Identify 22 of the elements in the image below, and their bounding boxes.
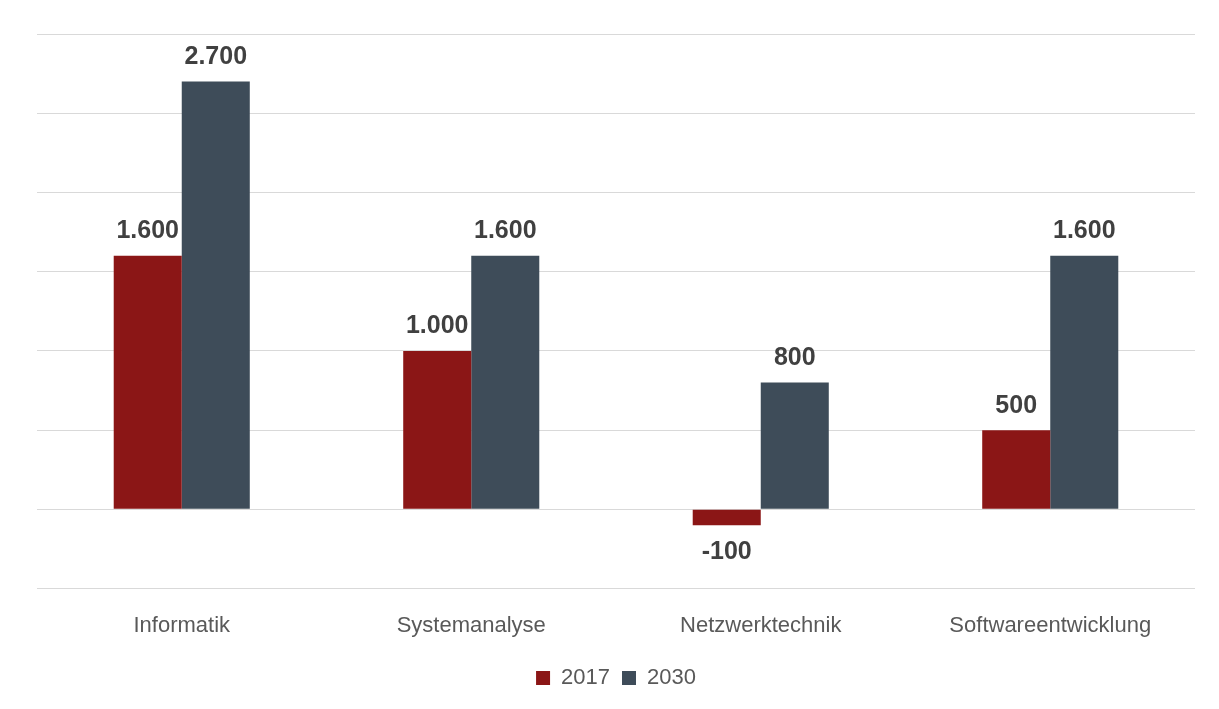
- legend-label: 2030: [647, 664, 696, 690]
- bar: [1050, 255, 1119, 509]
- x-tick-label: Softwareentwicklung: [949, 611, 1152, 637]
- data-label: 1.000: [405, 310, 469, 339]
- bar: [760, 382, 829, 509]
- bar: [692, 509, 761, 526]
- data-label: 1.600: [473, 215, 537, 244]
- bar: [982, 430, 1051, 509]
- data-label: 800: [773, 342, 816, 370]
- bar: [471, 255, 540, 509]
- data-label: 1.600: [116, 215, 180, 244]
- data-label: 2.700: [184, 40, 248, 69]
- legend-label: 2017: [561, 664, 611, 690]
- bar: [403, 350, 472, 509]
- x-tick-label: Netzwerktechnik: [680, 611, 843, 637]
- data-label: 500: [995, 389, 1038, 418]
- x-tick-label: Informatik: [133, 611, 232, 637]
- bar: [113, 255, 182, 509]
- data-label: 1.600: [1052, 215, 1116, 244]
- data-label: -100: [701, 535, 752, 564]
- x-tick-label: Systemanalyse: [396, 611, 546, 637]
- bar: [181, 81, 250, 509]
